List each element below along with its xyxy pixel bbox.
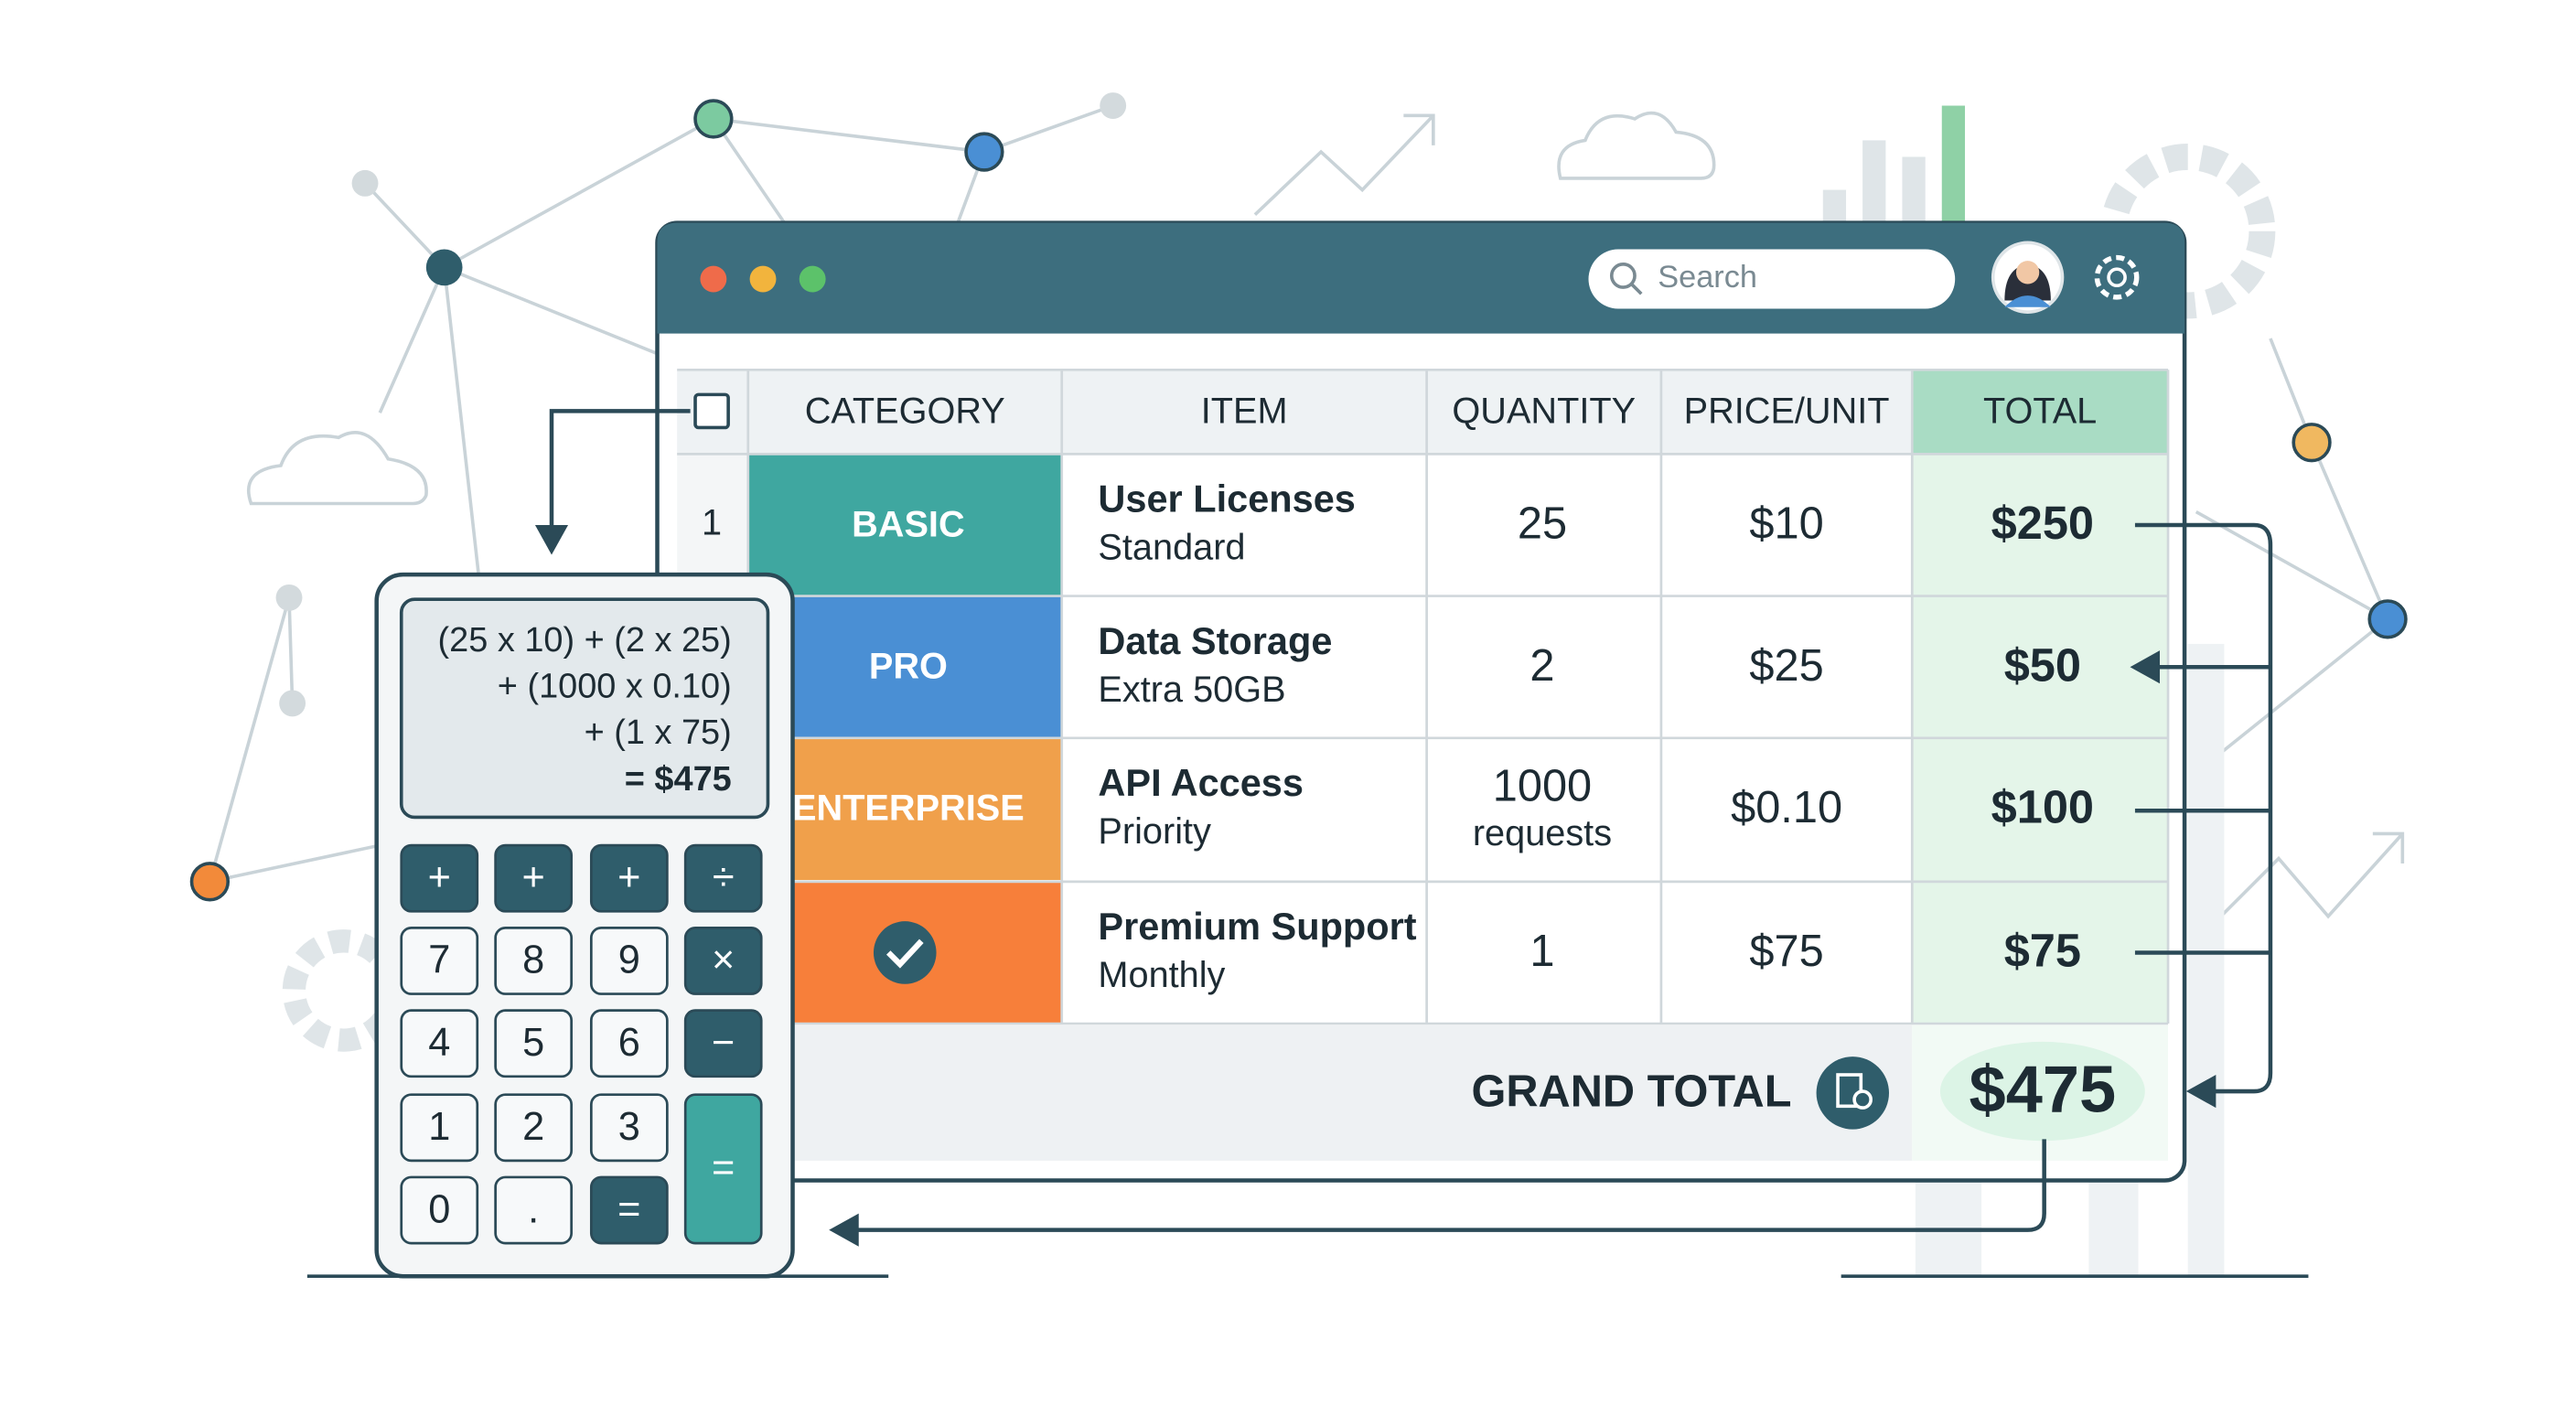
calc-display-line: + (1000 x 0.10) [498,668,732,706]
grand-total-row [677,1024,1913,1161]
check-icon [873,921,937,984]
item-name: Premium Support [1098,905,1416,948]
report-icon-lens [1852,1089,1873,1110]
column-header: PRICE/UNIT [1684,391,1890,432]
item-name: API Access [1098,761,1304,804]
column-header: QUANTITY [1452,391,1636,432]
calc-key[interactable] [494,927,574,995]
calc-key-label: 6 [618,1021,640,1065]
calc-display-line: (25 x 10) + (2 x 25) [438,621,732,660]
category-cell [747,454,1062,596]
quantity: 1000 [1493,762,1592,811]
calc-key[interactable] [589,1175,669,1245]
calc-key[interactable] [589,1093,669,1163]
calc-key[interactable] [683,927,763,995]
check-mark [886,938,924,969]
index-cell [677,454,748,596]
window-close[interactable] [700,265,727,293]
quantity: 2 [1530,641,1554,691]
quantity: 1 [1530,927,1554,976]
category-label: ENTERPRISE [792,788,1025,829]
item-detail: Priority [1098,811,1211,852]
calc-key-label: 8 [522,938,544,982]
calc-key-label: + [617,855,640,899]
calc-key-label: − [712,1021,735,1065]
calc-key-label: ÷ [713,855,735,899]
calc-key-label: + [521,855,544,899]
calc-key[interactable] [400,1093,479,1163]
category-cell [747,737,1062,881]
calc-key[interactable] [400,927,479,995]
item-detail: Extra 50GB [1098,670,1285,710]
calc-key-label: 5 [522,1021,544,1065]
price: $75 [1749,927,1823,976]
price: $25 [1749,641,1823,691]
calc-key-label: = [617,1187,640,1231]
calc-key[interactable] [494,1093,574,1163]
calc-display-line: + (1 x 75) [585,713,732,752]
column-header: CATEGORY [805,391,1005,432]
settings-icon[interactable] [2094,254,2140,300]
item-name: User Licenses [1098,477,1355,520]
row-total: $75 [2004,925,2081,977]
calc-key-label: 4 [428,1021,450,1065]
calc-key[interactable] [400,1175,479,1245]
price: $0.10 [1731,783,1842,832]
calc-key[interactable] [683,1009,763,1078]
calc-key[interactable] [494,1009,574,1078]
calc-key[interactable] [589,927,669,995]
checkbox[interactable] [693,392,730,430]
category-label: PRO [869,646,948,686]
item-name: Data Storage [1098,619,1332,662]
calc-key-label: + [428,855,451,899]
calc-key-label: 7 [428,938,450,982]
category-label: BASIC [852,504,964,544]
row-total: $100 [1991,781,2094,833]
report-icon[interactable] [1816,1056,1889,1130]
calc-key-label: 0 [428,1187,450,1231]
quantity-unit: requests [1473,813,1612,853]
header-row-bg [677,370,1913,455]
grand-total-glow [1939,1041,2145,1142]
calc-key-label: × [712,938,735,982]
item-detail: Monthly [1098,955,1225,995]
grand-total-label: GRAND TOTAL [1471,1067,1791,1117]
calc-display-line: = $475 [625,760,732,799]
row-total: $250 [1991,497,2094,549]
calc-key[interactable] [683,843,763,913]
price: $10 [1749,499,1823,549]
row-index: 1 [702,502,722,542]
window-minimize[interactable] [749,265,777,293]
column-header: ITEM [1201,391,1288,432]
calc-key[interactable] [400,1009,479,1078]
search-box[interactable] [1588,249,1956,309]
calc-key[interactable] [494,1175,574,1245]
window-maximize[interactable] [799,265,826,293]
calc-key[interactable] [400,843,479,913]
calc-key-label: 1 [428,1105,450,1149]
calc-key[interactable] [683,1093,763,1245]
item-detail: Standard [1098,528,1245,568]
total-header-bg [1912,370,2169,455]
user-avatar[interactable] [1991,241,2065,314]
calc-key[interactable] [494,843,574,913]
calc-key-label: = [712,1146,735,1190]
calc-key[interactable] [589,843,669,913]
calc-key-label: 9 [618,938,640,982]
column-header: TOTAL [1983,391,2097,432]
grand-total-value: $475 [1970,1054,2117,1127]
pricing-table: CATEGORY ITEM QUANTITY PRICE/UNIT TOTAL 1 BASI… [677,368,2170,1161]
category-cell [747,595,1062,738]
calculator: (25 x 10) + (2 x 25) + (1000 x 0.10) + (1 … [374,572,795,1279]
row-total: $50 [2004,638,2081,691]
quantity: 25 [1518,499,1567,549]
search-placeholder: Search [1658,260,1757,295]
flow-arrows [534,409,2273,1247]
calc-key-label: . [528,1187,539,1231]
calc-key-label: 2 [522,1105,544,1149]
calc-key-label: 3 [618,1105,640,1149]
calc-key[interactable] [589,1009,669,1078]
